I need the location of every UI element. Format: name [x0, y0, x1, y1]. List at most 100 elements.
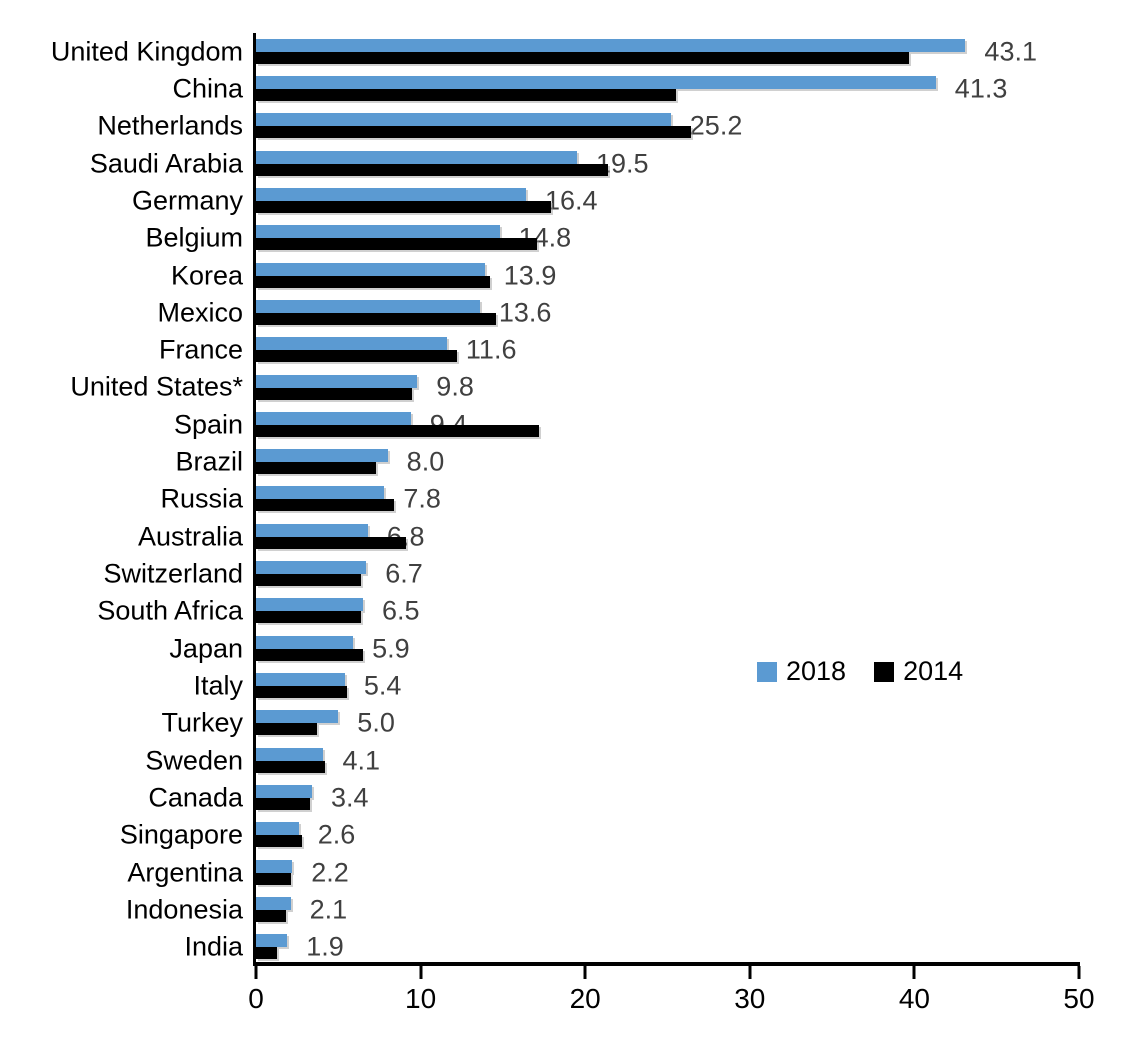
- bar-2018: [256, 784, 312, 798]
- bar-rows: United Kingdom 43.1 China 41.3 Netherlan…: [51, 33, 1079, 966]
- country-row: Korea 13.9: [171, 257, 1079, 294]
- category-label: Russia: [160, 483, 243, 514]
- category-label: Argentina: [127, 857, 243, 888]
- data-label: 43.1: [984, 36, 1037, 67]
- country-row: Saudi Arabia 19.5: [90, 145, 1079, 182]
- data-label: 16.4: [544, 185, 598, 216]
- legend-label-2014: 2014: [903, 656, 964, 686]
- category-label: Germany: [131, 185, 243, 216]
- bar-2018: [256, 38, 966, 52]
- data-label: 2.6: [317, 819, 356, 850]
- bar-2014: [256, 350, 457, 363]
- bar-2014: [256, 200, 551, 213]
- category-label: Switzerland: [103, 558, 243, 589]
- category-label: Singapore: [119, 819, 243, 850]
- bar-2014: [256, 611, 362, 624]
- country-row: United States* 9.8: [70, 369, 1079, 406]
- x-axis-tick: [748, 966, 752, 979]
- bar-2014: [256, 760, 326, 773]
- data-label: 41.3: [954, 73, 1008, 104]
- country-row: Netherlands 25.2: [97, 108, 1079, 145]
- category-label: Saudi Arabia: [89, 148, 243, 179]
- data-label: 11.6: [465, 334, 517, 365]
- x-axis-tick-label: 0: [248, 983, 264, 1014]
- category-label: China: [172, 73, 243, 104]
- data-label: 7.8: [403, 483, 441, 514]
- legend-label-2018: 2018: [786, 656, 847, 686]
- bar-2018: [256, 486, 385, 500]
- bar-2018: [256, 76, 936, 89]
- plot-area: United Kingdom 43.1 China 41.3 Netherlan…: [51, 33, 1095, 1014]
- bar-2018: [256, 635, 354, 649]
- country-row: Mexico 13.6: [157, 294, 1079, 331]
- bar-2018: [256, 747, 324, 761]
- x-axis-tick: [1077, 966, 1081, 979]
- country-row: France 11.6: [159, 332, 1079, 369]
- data-label: 25.2: [689, 110, 743, 141]
- bar-2018: [256, 710, 339, 724]
- legend-swatch-2014: [874, 661, 895, 682]
- data-label: 13.9: [503, 260, 557, 291]
- bar-2018: [256, 859, 293, 873]
- bar-2014: [256, 947, 278, 960]
- country-row: Germany 16.4: [132, 182, 1079, 219]
- country-row: Italy 5.4: [193, 667, 1079, 704]
- country-row: Spain 9.4: [174, 406, 1079, 443]
- x-axis-tick-label: 10: [405, 983, 437, 1014]
- data-label: 2.1: [309, 894, 348, 925]
- x-axis-tick-label: 20: [569, 983, 601, 1014]
- country-row: Russia 7.8: [160, 481, 1079, 518]
- category-label: South Africa: [97, 595, 243, 626]
- category-label: United States*: [70, 371, 243, 402]
- bar-2014: [256, 723, 317, 736]
- category-label: Belgium: [145, 222, 243, 253]
- category-label: Brazil: [175, 446, 243, 477]
- bar-2014: [256, 835, 303, 848]
- bar-2018: [256, 299, 480, 313]
- data-label: 5.9: [372, 633, 410, 664]
- bar-2018: [256, 337, 447, 351]
- bar-2014: [256, 51, 910, 64]
- data-label: 6.5: [381, 595, 420, 626]
- category-label: Spain: [173, 409, 243, 440]
- country-row: Singapore 2.6: [120, 817, 1079, 854]
- country-row: Turkey 5.0: [161, 705, 1079, 742]
- category-label: Sweden: [145, 745, 243, 776]
- data-label: 9.8: [436, 371, 474, 402]
- bar-2018: [256, 896, 291, 910]
- category-label: France: [158, 334, 243, 365]
- bar-2018: [256, 523, 368, 537]
- country-row: China 41.3: [172, 70, 1079, 107]
- data-label: 5.0: [357, 707, 395, 738]
- legend: 2018 2014: [757, 656, 963, 687]
- bar-2014: [256, 797, 311, 810]
- country-row: Switzerland 6.7: [103, 555, 1079, 592]
- category-label: Japan: [169, 633, 243, 664]
- bar-2014: [256, 648, 363, 661]
- data-label: 8.0: [406, 446, 445, 477]
- bar-2018: [256, 374, 418, 388]
- country-row: Sweden 4.1: [145, 742, 1079, 779]
- bar-2014: [256, 89, 676, 101]
- bar-2014: [256, 424, 540, 437]
- bar-2014: [256, 686, 347, 698]
- category-label: United Kingdom: [50, 36, 243, 67]
- data-label: 3.4: [330, 782, 369, 813]
- country-row: Indonesia 2.1: [126, 891, 1079, 928]
- bar-2014: [256, 499, 395, 512]
- bar-2018: [256, 561, 367, 575]
- bar-2014: [256, 536, 406, 549]
- x-axis-tick: [254, 966, 258, 979]
- country-row: Belgium 14.8: [145, 220, 1079, 257]
- country-row: Argentina 2.2: [127, 854, 1079, 891]
- country-row: Canada 3.4: [148, 779, 1079, 816]
- x-axis-tick: [583, 966, 587, 979]
- category-label: Australia: [137, 521, 243, 552]
- category-label: Canada: [148, 782, 243, 813]
- legend-swatch-2018: [757, 661, 777, 682]
- bar-2018: [256, 225, 500, 239]
- bar-2014: [256, 574, 362, 587]
- x-axis-tick: [912, 966, 916, 979]
- country-row: United Kingdom 43.1: [51, 33, 1079, 70]
